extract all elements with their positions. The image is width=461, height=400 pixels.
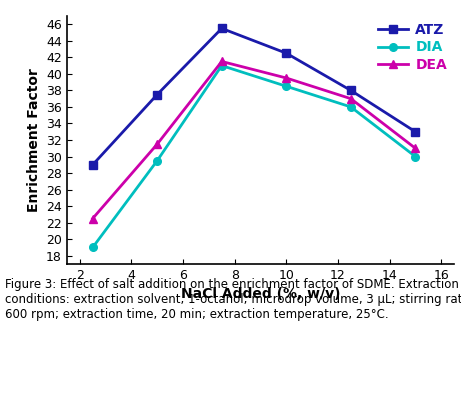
ATZ <box>154 92 160 97</box>
X-axis label: NaCl Added (%, w/v): NaCl Added (%, w/v) <box>181 288 340 302</box>
DEA <box>348 96 354 101</box>
ATZ <box>90 162 95 167</box>
Text: Figure 3: Effect of salt addition on the enrichment factor of SDME. Extraction
c: Figure 3: Effect of salt addition on the… <box>5 278 461 321</box>
DIA <box>154 158 160 163</box>
DIA <box>90 245 95 250</box>
DEA <box>219 59 225 64</box>
DEA <box>154 142 160 146</box>
ATZ <box>413 129 418 134</box>
DEA <box>284 76 289 80</box>
DEA <box>90 216 95 221</box>
Line: DEA: DEA <box>89 57 420 223</box>
DIA <box>413 154 418 159</box>
DIA <box>348 104 354 109</box>
DEA <box>413 146 418 151</box>
ATZ <box>284 51 289 56</box>
DIA <box>284 84 289 89</box>
Line: DIA: DIA <box>89 62 419 251</box>
DIA <box>219 63 225 68</box>
ATZ <box>348 88 354 93</box>
Y-axis label: Enrichment Factor: Enrichment Factor <box>27 68 41 212</box>
Legend: ATZ, DIA, DEA: ATZ, DIA, DEA <box>378 23 447 72</box>
Line: ATZ: ATZ <box>89 24 419 169</box>
ATZ <box>219 26 225 31</box>
